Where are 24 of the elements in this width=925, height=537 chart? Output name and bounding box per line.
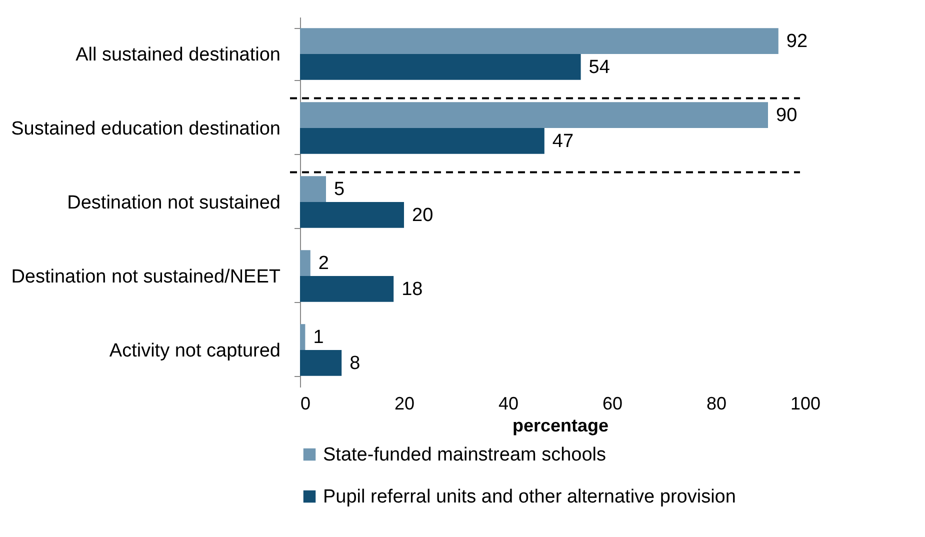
- x-tick-label: 60: [602, 394, 623, 414]
- legend-label: Pupil referral units and other alternative provision: [323, 486, 736, 508]
- data-label: 18: [402, 278, 423, 300]
- data-label: 20: [412, 204, 434, 226]
- data-label: 54: [588, 56, 610, 78]
- x-tick-label: 40: [498, 394, 519, 414]
- x-tick-label: 0: [300, 394, 311, 414]
- x-tick-label: 80: [706, 394, 727, 414]
- data-label: 1: [313, 327, 324, 348]
- data-label: 5: [334, 179, 345, 200]
- y-tick-label: Activity not captured: [109, 340, 280, 362]
- y-tick-label: Destination not sustained/NEET: [11, 266, 281, 288]
- data-label: 2: [318, 253, 329, 274]
- legend-label: State-funded mainstream schools: [323, 444, 606, 466]
- data-label: 8: [350, 352, 360, 374]
- x-axis-title: percentage: [512, 416, 609, 436]
- x-tick-label: 100: [790, 394, 820, 414]
- y-tick-label: Destination not sustained: [67, 192, 280, 214]
- data-label: 90: [776, 105, 798, 126]
- x-tick-label: 20: [394, 394, 415, 414]
- data-label: 47: [552, 130, 574, 152]
- y-tick-label: All sustained destination: [76, 44, 280, 66]
- y-tick-label: Sustained education destination: [11, 118, 280, 140]
- data-label: 92: [786, 31, 808, 52]
